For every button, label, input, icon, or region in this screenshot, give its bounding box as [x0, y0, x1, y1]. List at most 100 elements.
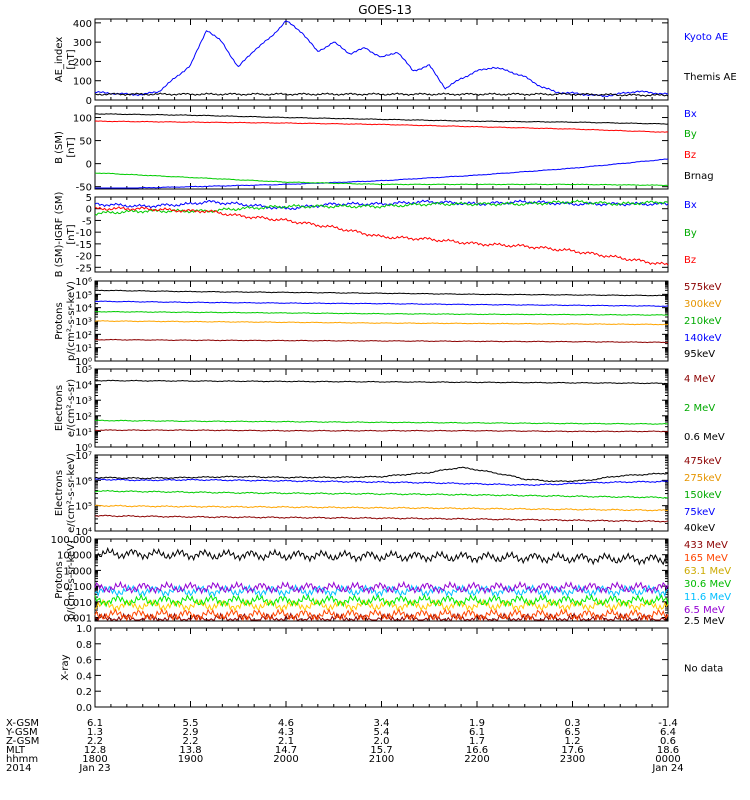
y-axis-label: Electrons	[54, 385, 65, 431]
footer-value: 2.2	[87, 736, 103, 747]
y-tick-label: 10⁶	[75, 277, 92, 288]
series-line-4-mev	[94, 429, 669, 433]
y-tick-label: 10³	[75, 396, 92, 407]
series-line-2-mev	[94, 419, 669, 425]
legend-40kev: 40keV	[684, 523, 715, 534]
series-line-by	[94, 199, 669, 216]
footer-value: 16.6	[466, 745, 488, 756]
y-axis-label: p/(cm²-s-sr-keV)	[66, 281, 77, 361]
legend-6-5-mev: 6.5 MeV	[684, 605, 725, 616]
y-axis-label: Protons	[54, 302, 65, 339]
y-tick-label: -50	[76, 183, 92, 194]
y-axis-label: X-ray	[60, 654, 71, 680]
y-tick-label: -15	[76, 240, 92, 251]
y-tick-label: 0	[86, 205, 92, 216]
legend-by: By	[684, 228, 697, 239]
y-tick-label: 100	[73, 114, 92, 125]
y-tick-label: 100.000	[51, 535, 92, 546]
y-tick-label: 10⁵	[75, 365, 92, 376]
series-line-40kev	[94, 466, 669, 483]
y-axis-label: p/(cm²-s-sr-keV)	[66, 540, 77, 620]
series-line-210kev	[94, 310, 669, 316]
panel-frame	[94, 627, 669, 708]
footer-value: 1.3	[87, 727, 103, 738]
y-axis-label: e/(cm²-s-sr)	[66, 379, 77, 437]
series-line-165-mev	[94, 607, 669, 622]
footer-value: 1900	[178, 754, 203, 765]
footer-row-label: hhmm	[6, 754, 38, 765]
legend-4-mev: 4 MeV	[684, 374, 715, 385]
y-axis-label: [nT]	[66, 49, 77, 69]
footer-row-label: Y-GSM	[5, 727, 38, 738]
y-tick-label: 0	[86, 160, 92, 171]
legend-2-5-mev: 2.5 MeV	[684, 616, 725, 627]
y-tick-label: 10¹	[75, 344, 92, 355]
series-line-300kev	[95, 320, 668, 326]
footer-value: 4.3	[278, 727, 294, 738]
legend-140kev: 140keV	[684, 333, 722, 344]
footer-value: 2.0	[374, 736, 390, 747]
no-data-note: No data	[684, 664, 723, 675]
legend-300kev: 300keV	[684, 299, 722, 310]
footer-value: 14.7	[275, 745, 297, 756]
footer-value: 2100	[369, 754, 394, 765]
y-tick-label: 10.000	[57, 551, 92, 562]
y-tick-label: 50	[79, 137, 92, 148]
series-line-0-6-mev	[94, 379, 669, 385]
series-line-11-6-mev	[94, 583, 669, 598]
legend-11-6-mev: 11.6 MeV	[684, 592, 731, 603]
legend-2-mev: 2 MeV	[684, 403, 715, 414]
y-tick-label: -10	[76, 228, 92, 239]
y-tick-label: 10⁶	[75, 476, 92, 487]
y-axis-label: Electrons	[54, 470, 65, 516]
legend-165-mev: 165 MeV	[684, 553, 728, 564]
footer-value: 5.5	[183, 718, 199, 729]
series-line-150kev	[94, 489, 669, 499]
y-axis-label: Protons	[54, 561, 65, 598]
y-tick-label: 0.4	[76, 671, 92, 682]
y-tick-label: 1.0	[76, 624, 92, 635]
legend-bx: Bx	[684, 109, 697, 120]
series-line-575kev	[94, 338, 669, 344]
series-line-themis-ae	[94, 92, 669, 97]
y-tick-label: -25	[76, 263, 92, 274]
y-tick-label: 0.2	[76, 687, 92, 698]
y-tick-label: -5	[82, 216, 92, 227]
footer-value: 6.1	[87, 718, 103, 729]
series-line-63-1-mev	[94, 598, 669, 613]
legend-95kev: 95keV	[684, 349, 715, 360]
panel-frame	[94, 196, 669, 273]
footer-value: 6.1	[469, 727, 485, 738]
footer-value: 2000	[273, 754, 298, 765]
legend-275kev: 275keV	[684, 473, 722, 484]
footer-value: 3.4	[374, 718, 390, 729]
footer-value: 2.1	[278, 736, 294, 747]
footer-row-label: MLT	[6, 745, 26, 756]
y-axis-label: [nT]	[66, 137, 77, 157]
series-line-bz	[94, 206, 669, 266]
legend-brnag: Brnag	[684, 171, 714, 182]
y-tick-label: 0.001	[63, 614, 92, 625]
y-tick-label: 0.010	[63, 598, 92, 609]
y-tick-label: 10⁰	[75, 357, 92, 368]
y-tick-label: 10⁴	[75, 304, 92, 315]
y-tick-label: 0.0	[76, 703, 92, 714]
y-tick-label: 400	[73, 19, 92, 30]
legend-bz: Bz	[684, 255, 696, 266]
plot-title: GOES-13	[358, 3, 412, 17]
y-tick-label: -20	[76, 252, 92, 263]
footer-value: 12.8	[84, 745, 106, 756]
legend-150kev: 150keV	[684, 490, 722, 501]
legend-0-6-mev: 0.6 MeV	[684, 432, 725, 443]
y-axis-label: [nT]	[66, 224, 77, 244]
footer-value: 18.6	[657, 745, 679, 756]
series-line-275kev	[94, 504, 669, 512]
y-axis-label: AE_index	[54, 37, 65, 83]
legend-themis-ae: Themis AE	[683, 72, 737, 83]
panel-frame	[94, 454, 669, 532]
series-line-by	[94, 172, 669, 187]
legend-63-1-mev: 63.1 MeV	[684, 566, 731, 577]
footer-value: 0.3	[565, 718, 581, 729]
y-tick-label: 5	[86, 193, 92, 204]
